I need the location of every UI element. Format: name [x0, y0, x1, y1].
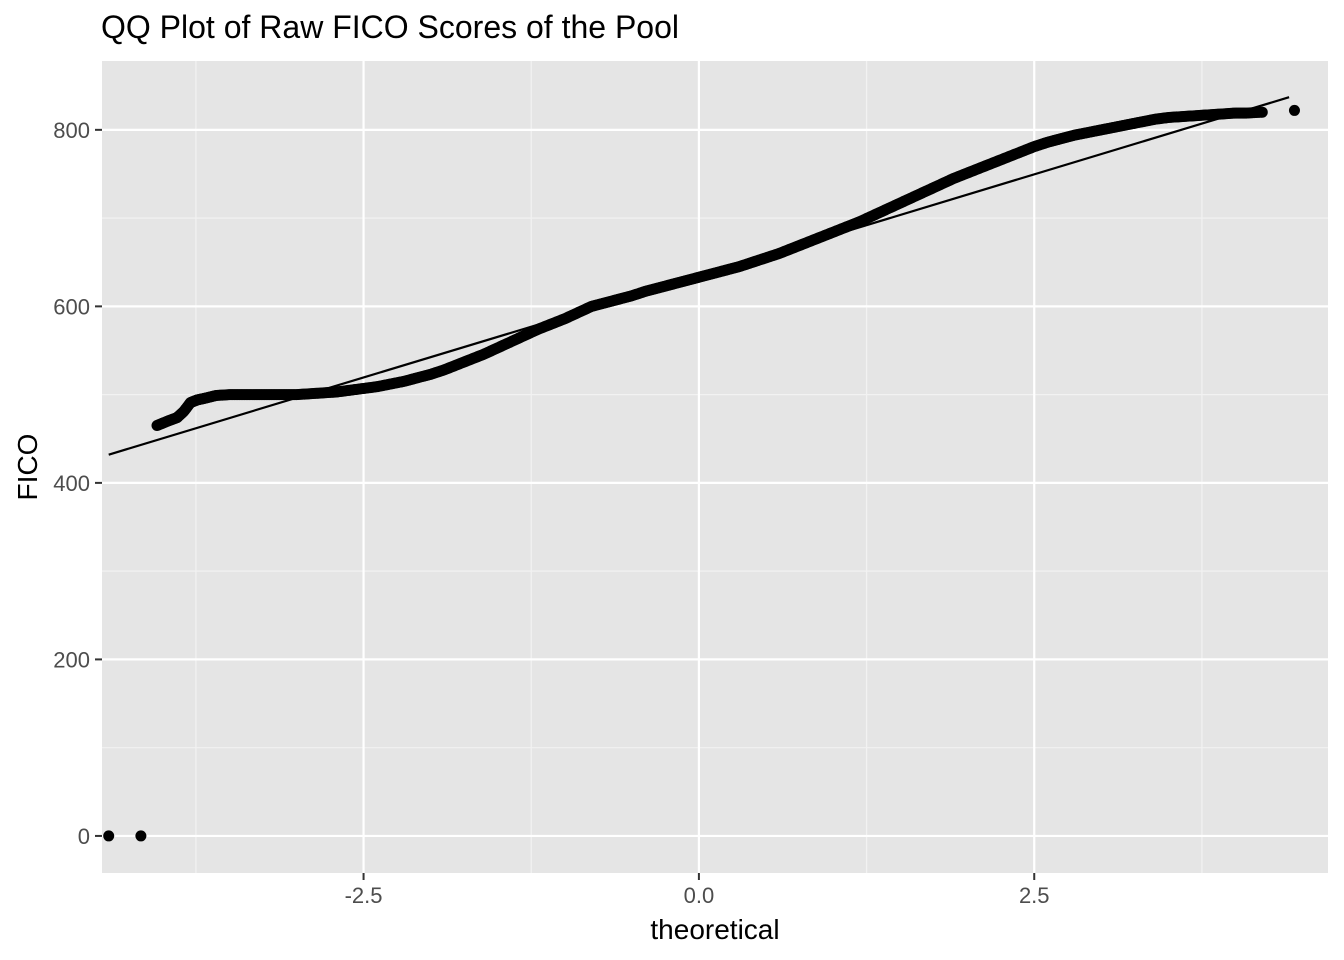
y-tick-label: 400 [53, 471, 90, 496]
x-axis: -2.5 0.0 2.5 [345, 873, 1050, 908]
plot-panel [102, 61, 1328, 873]
major-gridlines [102, 61, 1328, 873]
y-tick-label: 0 [78, 824, 90, 849]
data-point [135, 830, 147, 842]
chart-title: QQ Plot of Raw FICO Scores of the Pool [101, 9, 679, 45]
x-tick-label: 2.5 [1019, 883, 1050, 908]
y-axis: 0 200 400 600 800 [53, 118, 102, 849]
x-axis-title: theoretical [650, 914, 779, 945]
x-tick-label: 0.0 [684, 883, 715, 908]
y-tick-label: 600 [53, 294, 90, 319]
data-point [1288, 104, 1300, 116]
data-point [1256, 106, 1268, 118]
y-tick-label: 200 [53, 647, 90, 672]
x-tick-label: -2.5 [345, 883, 383, 908]
reference-line [108, 96, 1290, 456]
data-point [103, 830, 115, 842]
y-axis-title: FICO [12, 434, 43, 501]
y-tick-label: 800 [53, 118, 90, 143]
